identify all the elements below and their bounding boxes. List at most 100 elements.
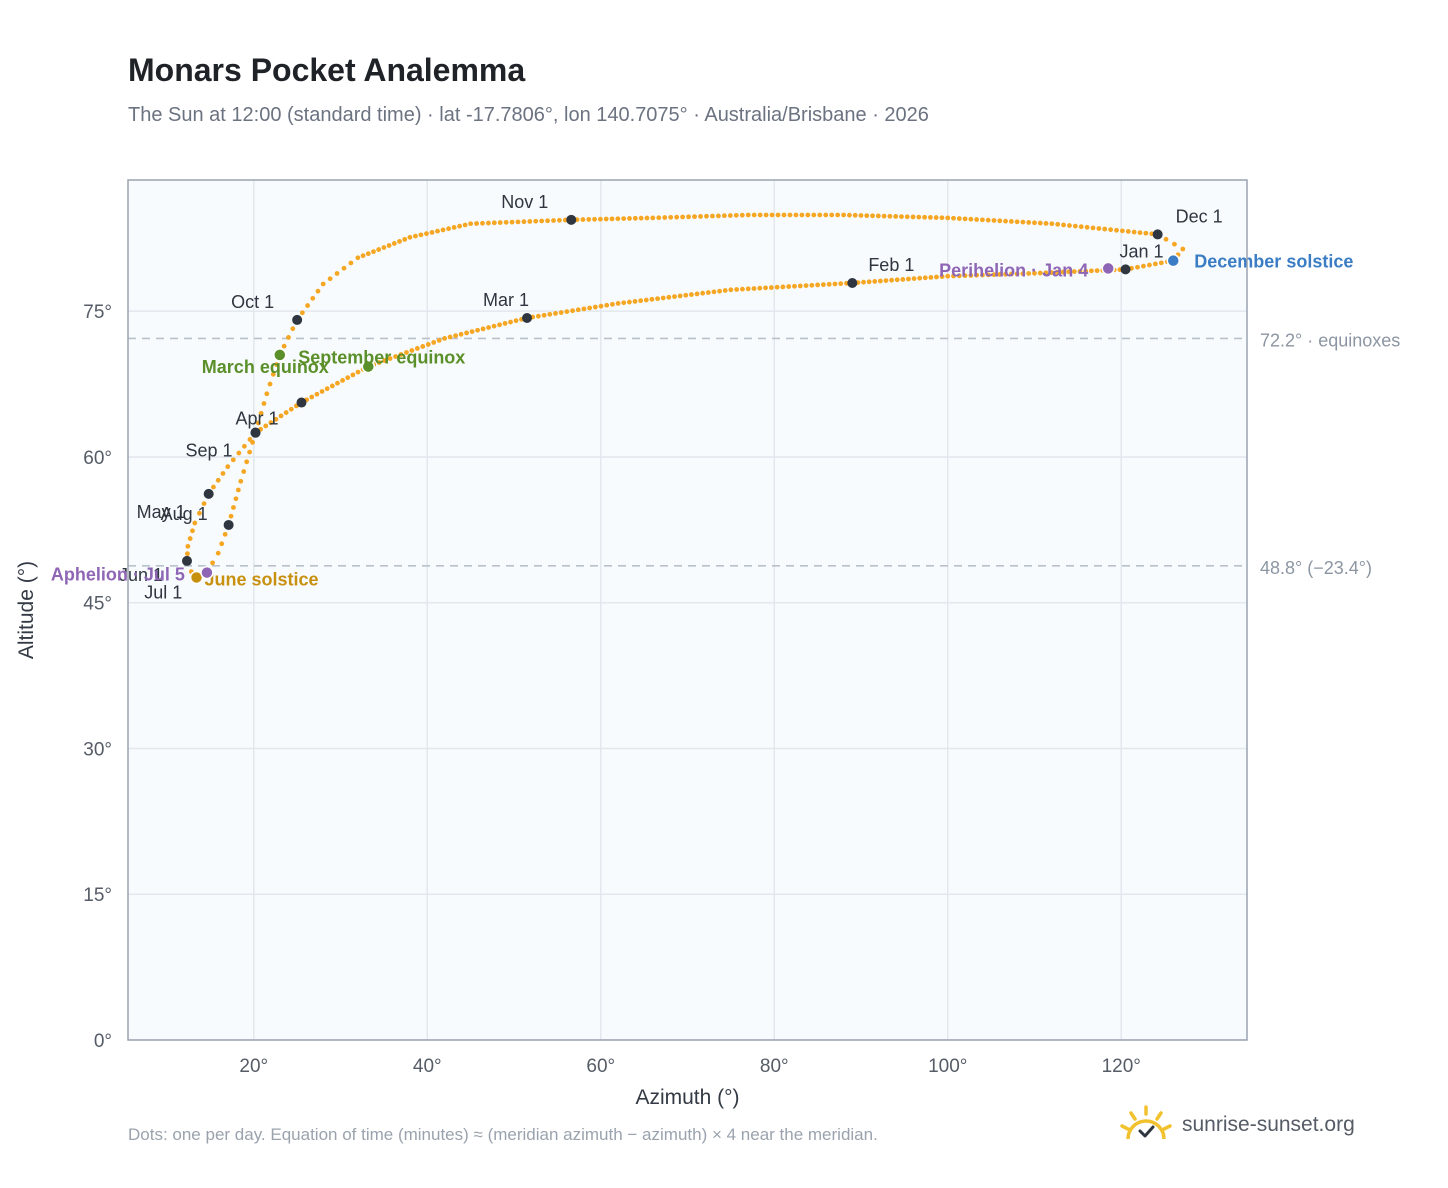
day-dot	[464, 330, 469, 336]
day-dot	[1055, 221, 1061, 227]
day-dot	[781, 212, 787, 218]
day-dot	[228, 513, 234, 519]
day-dot	[1119, 228, 1125, 234]
day-dot	[704, 213, 709, 219]
day-dot	[235, 487, 241, 493]
day-dot	[852, 212, 858, 218]
day-dot	[835, 212, 841, 218]
day-dot	[513, 318, 519, 324]
day-dot	[1102, 226, 1108, 232]
month-marker	[296, 397, 307, 408]
day-dot	[829, 212, 835, 218]
event-marker	[273, 348, 287, 362]
page-title: Monars Pocket Analemma	[128, 52, 526, 88]
day-dot	[329, 383, 335, 389]
day-dot	[922, 214, 928, 220]
day-dot	[603, 216, 609, 222]
day-dot	[698, 214, 703, 219]
month-label: Jun 1	[119, 565, 163, 585]
day-dot	[376, 360, 382, 365]
day-dot	[847, 212, 852, 218]
day-dot	[609, 216, 615, 222]
day-dot	[962, 273, 968, 279]
day-dot	[683, 292, 689, 298]
day-dot	[340, 378, 345, 383]
day-dot	[201, 501, 207, 506]
day-dot	[1003, 218, 1008, 224]
day-dot	[503, 219, 509, 225]
day-dot	[425, 342, 431, 347]
day-dot	[533, 218, 539, 224]
month-label: Nov 1	[501, 192, 548, 212]
day-dot	[220, 471, 226, 476]
day-dot	[1003, 271, 1008, 277]
day-dot	[1071, 269, 1077, 274]
day-dot	[841, 212, 847, 218]
day-dot	[486, 325, 491, 330]
event-label: Perihelion · Jan 4	[939, 260, 1088, 280]
day-dot	[581, 306, 587, 312]
day-dot	[980, 217, 985, 223]
day-dot	[418, 232, 424, 238]
day-dot	[638, 298, 644, 304]
day-dot	[763, 212, 769, 218]
event-label: Aphelion · Jul 5	[51, 565, 185, 585]
day-dot	[1141, 263, 1146, 269]
day-dot	[672, 294, 677, 300]
day-dot	[1158, 260, 1164, 266]
month-marker	[522, 312, 533, 323]
day-dot	[705, 290, 711, 295]
day-dot	[900, 277, 906, 282]
day-dot	[1135, 264, 1140, 270]
day-dot	[371, 249, 376, 255]
x-tick-label: 20°	[239, 1056, 268, 1077]
day-dot	[545, 218, 550, 224]
day-dot	[469, 329, 475, 334]
day-dot	[838, 281, 844, 287]
day-dot	[553, 311, 558, 316]
day-dot	[424, 231, 429, 237]
day-dot	[310, 295, 316, 301]
day-dot	[899, 214, 904, 220]
event-label: December solstice	[1194, 252, 1353, 272]
day-dot	[711, 289, 717, 295]
brand[interactable]: sunrise-sunset.org	[1120, 1100, 1355, 1150]
day-dot	[751, 286, 757, 291]
day-dot	[1049, 221, 1055, 227]
day-dot	[527, 219, 533, 224]
day-dot	[1131, 229, 1137, 235]
day-dot	[407, 234, 413, 240]
brand-name[interactable]: sunrise-sunset.org	[1182, 1113, 1355, 1136]
x-axis-label: Azimuth (°)	[635, 1086, 739, 1109]
day-dot	[757, 212, 763, 218]
day-dot	[1066, 269, 1072, 275]
day-dot	[382, 358, 388, 363]
day-dot	[911, 276, 917, 282]
day-dot	[334, 271, 340, 276]
day-dot	[314, 391, 320, 397]
day-dot	[592, 304, 598, 310]
event-label: June solstice	[205, 569, 319, 589]
day-dot	[376, 247, 382, 252]
day-dot	[674, 214, 680, 220]
day-dot	[509, 219, 515, 225]
month-marker	[847, 278, 858, 289]
day-dot	[1083, 268, 1089, 274]
day-dot	[247, 449, 253, 455]
day-dot	[716, 213, 721, 219]
day-dot	[446, 226, 451, 232]
day-dot	[1143, 230, 1149, 236]
day-dot	[551, 218, 556, 223]
day-dot	[700, 290, 706, 296]
day-dot	[462, 222, 468, 228]
event-marker	[200, 565, 214, 580]
day-dot	[557, 217, 562, 223]
y-tick-labels: 0° 15° 30° 45° 60° 75°	[83, 302, 112, 1052]
day-dot	[1014, 271, 1020, 277]
day-dot	[621, 216, 627, 221]
day-dot	[933, 215, 939, 220]
page-subtitle: The Sun at 12:00 (standard time) · lat -…	[128, 104, 929, 126]
day-dot	[916, 214, 922, 220]
x-tick-label: 120°	[1102, 1056, 1141, 1077]
day-dot	[894, 277, 900, 283]
